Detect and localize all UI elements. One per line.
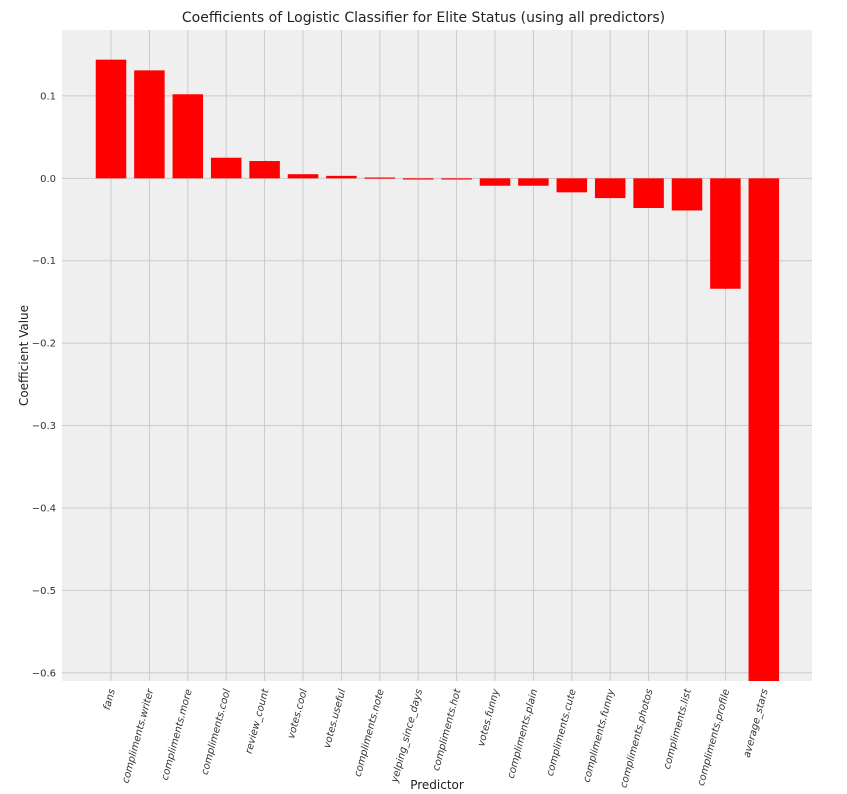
y-tick-label: 0.1 xyxy=(40,91,56,102)
x-tick-label: compliments.photos xyxy=(619,688,656,789)
bar-fans xyxy=(95,59,127,179)
x-tick-label: average_stars xyxy=(742,688,771,759)
bar-compliments-photos xyxy=(633,178,664,208)
x-tick-label: compliments.hot xyxy=(431,687,464,772)
y-tick-label: 0.0 xyxy=(40,174,56,185)
bar-compliments-plain xyxy=(518,178,549,186)
x-tick-label: compliments.plain xyxy=(506,688,540,780)
bar-average-stars xyxy=(748,178,780,682)
x-tick-label: review_count xyxy=(244,687,272,755)
bar-review-count xyxy=(249,161,280,179)
y-tick-label: −0.1 xyxy=(32,256,56,267)
y-tick-labels: 0.1 0.0 −0.1 −0.2 −0.3 −0.4 −0.5 −0.6 xyxy=(32,91,56,679)
y-axis-label: Coefficient Value xyxy=(17,305,31,406)
bar-yelping-since-days xyxy=(402,178,434,180)
x-axis-label: Predictor xyxy=(410,778,464,792)
x-tick-label: compliments.funny xyxy=(582,687,618,784)
bars xyxy=(95,59,780,682)
x-tick-label: yelping_since_days xyxy=(389,688,425,785)
y-tick-label: −0.2 xyxy=(32,339,56,350)
x-tick-label: compliments.writer xyxy=(121,687,157,784)
bar-compliments-profile xyxy=(710,178,741,289)
x-tick-label: compliments.list xyxy=(662,687,694,771)
bar-votes-useful xyxy=(326,175,357,179)
y-tick-label: −0.6 xyxy=(32,668,56,679)
bar-compliments-funny xyxy=(594,178,626,199)
y-tick-label: −0.3 xyxy=(32,421,56,432)
x-tick-label: compliments.note xyxy=(353,688,387,778)
x-tick-labels: fans compliments.writer compliments.more co… xyxy=(102,687,771,789)
bar-votes-cool xyxy=(287,174,319,179)
x-tick-label: compliments.profile xyxy=(696,688,732,787)
bar-compliments-cool xyxy=(210,157,242,179)
x-tick-label: compliments.cool xyxy=(200,688,234,776)
chart-title: Coefficients of Logistic Classifier for … xyxy=(182,10,665,26)
x-tick-label: fans xyxy=(102,688,118,711)
bar-compliments-writer xyxy=(134,70,165,179)
bar-compliments-more xyxy=(172,94,204,179)
x-tick-label: compliments.cute xyxy=(545,688,579,778)
x-tick-label: compliments.more xyxy=(160,688,195,782)
bar-compliments-hot xyxy=(441,178,472,180)
bar-compliments-list xyxy=(671,178,703,211)
x-tick-label: votes.cool xyxy=(286,688,310,740)
bar-compliments-note xyxy=(364,177,396,179)
y-tick-label: −0.4 xyxy=(32,503,56,514)
bar-compliments-cute xyxy=(556,178,588,193)
y-tick-label: −0.5 xyxy=(32,586,56,597)
bar-votes-funny xyxy=(479,178,511,186)
x-tick-label: votes.funny xyxy=(476,687,502,748)
x-tick-label: votes.useful xyxy=(322,688,348,750)
